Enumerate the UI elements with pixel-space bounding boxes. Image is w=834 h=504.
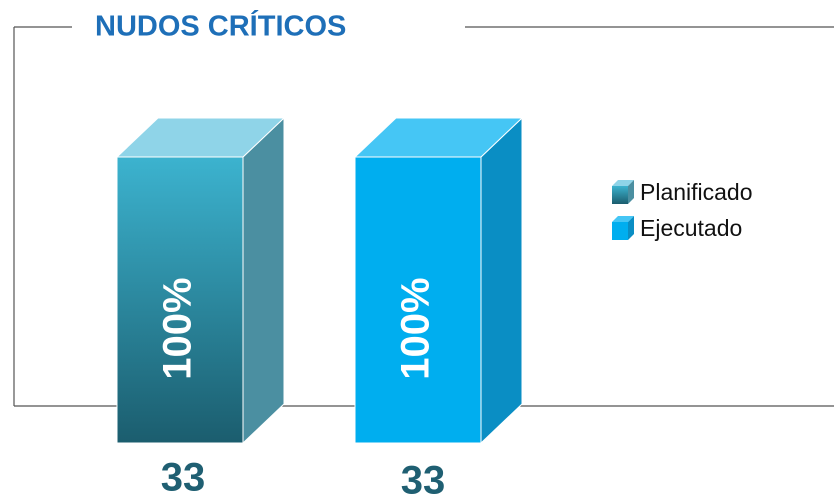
legend-swatch-side bbox=[628, 216, 634, 240]
legend-item: Ejecutado bbox=[612, 215, 742, 241]
bar-front bbox=[354, 156, 482, 444]
legend-swatch bbox=[612, 186, 628, 204]
bar-side bbox=[242, 116, 285, 445]
bar bbox=[115, 116, 286, 445]
bar-side bbox=[480, 116, 523, 445]
legend-item: Planificado bbox=[612, 179, 753, 205]
legend-swatch-top bbox=[612, 180, 634, 186]
legend-swatch-side bbox=[628, 180, 634, 204]
legend-label: Ejecutado bbox=[640, 215, 742, 241]
legend-swatch bbox=[612, 222, 628, 240]
value-label: 100% bbox=[394, 277, 438, 379]
count-label: 33 bbox=[401, 459, 446, 503]
legend-swatch-top bbox=[612, 216, 634, 222]
bar bbox=[353, 116, 524, 445]
bar-front bbox=[116, 156, 244, 444]
legend-label: Planificado bbox=[640, 179, 753, 205]
count-label: 33 bbox=[161, 456, 206, 500]
value-label: 100% bbox=[156, 277, 200, 379]
chart-title: NUDOS CRÍTICOS bbox=[95, 9, 346, 43]
